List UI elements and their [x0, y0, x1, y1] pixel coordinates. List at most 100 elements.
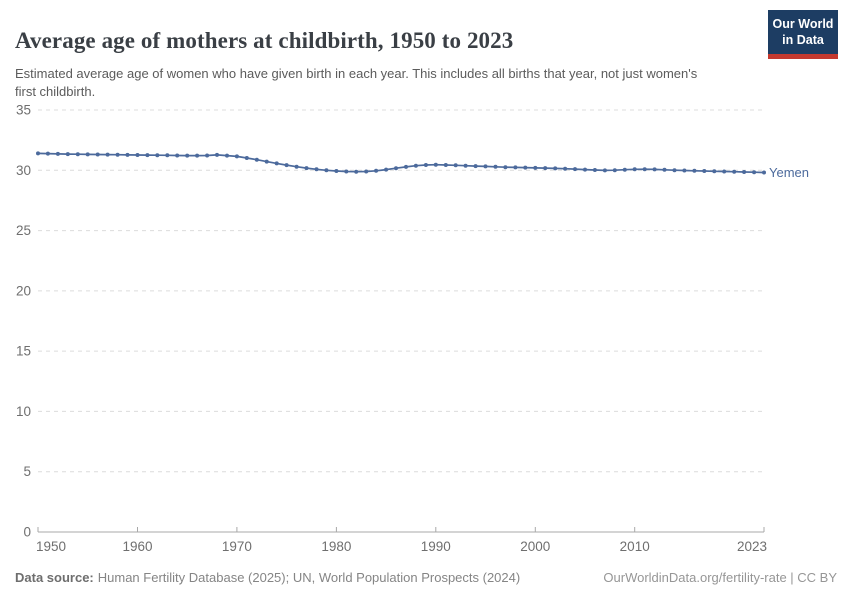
owid-logo[interactable]: Our World in Data	[768, 10, 838, 59]
data-point[interactable]	[45, 151, 50, 156]
data-point[interactable]	[225, 153, 229, 158]
data-point[interactable]	[583, 167, 587, 172]
data-point[interactable]	[244, 156, 249, 160]
data-point[interactable]	[264, 159, 269, 164]
data-point[interactable]	[364, 169, 369, 174]
x-tick-label: 1970	[222, 539, 252, 554]
x-tick-label: 1960	[122, 539, 152, 554]
data-point[interactable]	[433, 162, 438, 167]
data-point[interactable]	[145, 153, 150, 158]
y-tick-label: 20	[16, 283, 31, 298]
y-tick-label: 10	[16, 404, 31, 419]
data-point[interactable]	[573, 167, 577, 172]
data-source-label: Data source:	[15, 570, 94, 585]
data-point[interactable]	[563, 166, 568, 171]
data-point[interactable]	[483, 164, 488, 169]
data-point[interactable]	[543, 166, 548, 171]
data-point[interactable]	[304, 166, 309, 171]
data-point[interactable]	[404, 164, 408, 169]
data-point[interactable]	[632, 167, 637, 172]
data-point[interactable]	[702, 169, 707, 173]
series-end-label-yemen[interactable]: Yemen	[769, 164, 809, 180]
data-point[interactable]	[612, 168, 617, 173]
data-point[interactable]	[384, 167, 389, 172]
data-point[interactable]	[513, 165, 518, 170]
data-point[interactable]	[354, 169, 359, 174]
data-point[interactable]	[752, 170, 757, 175]
data-point[interactable]	[453, 163, 458, 168]
data-point[interactable]	[175, 153, 180, 158]
data-point[interactable]	[65, 152, 70, 157]
owid-url-license[interactable]: OurWorldinData.org/fertility-rate | CC B…	[603, 570, 837, 585]
y-tick-label: 0	[23, 525, 31, 540]
data-point[interactable]	[602, 168, 607, 173]
data-point[interactable]	[205, 153, 210, 158]
data-source-note: Data source: Human Fertility Database (20…	[15, 570, 520, 585]
data-point[interactable]	[732, 169, 737, 174]
data-point[interactable]	[95, 152, 100, 157]
data-point[interactable]	[254, 157, 259, 162]
data-point[interactable]	[185, 153, 190, 158]
data-point[interactable]	[712, 169, 717, 174]
x-tick-label: 1980	[321, 539, 351, 554]
data-point[interactable]	[55, 151, 60, 156]
data-point[interactable]	[553, 166, 558, 171]
data-point[interactable]	[284, 163, 289, 168]
data-point[interactable]	[125, 152, 130, 157]
data-point[interactable]	[622, 167, 627, 172]
data-point[interactable]	[274, 161, 279, 166]
y-tick-label: 35	[16, 103, 31, 118]
data-point[interactable]	[115, 152, 120, 157]
data-point[interactable]	[334, 169, 339, 173]
data-point[interactable]	[652, 167, 657, 172]
data-point[interactable]	[75, 152, 80, 157]
x-tick-label: 2010	[620, 539, 650, 554]
data-point[interactable]	[642, 167, 647, 172]
data-point[interactable]	[523, 165, 528, 170]
data-point[interactable]	[85, 152, 90, 157]
data-point[interactable]	[324, 168, 329, 173]
y-tick-label: 15	[16, 344, 31, 359]
data-point[interactable]	[722, 169, 727, 174]
data-point[interactable]	[165, 153, 170, 158]
data-point[interactable]	[493, 164, 498, 169]
data-point[interactable]	[344, 169, 349, 174]
data-point[interactable]	[423, 163, 428, 167]
data-point[interactable]	[662, 167, 667, 172]
page-title: Average age of mothers at childbirth, 19…	[15, 28, 514, 54]
data-point[interactable]	[155, 153, 160, 158]
owid-logo-text-line2: in Data	[782, 33, 824, 48]
data-point[interactable]	[692, 168, 697, 173]
data-point[interactable]	[394, 166, 398, 171]
data-point[interactable]	[762, 170, 766, 175]
y-tick-label: 25	[16, 223, 31, 238]
data-point[interactable]	[533, 165, 538, 170]
x-tick-label: 2000	[520, 539, 550, 554]
x-tick-label: 1950	[36, 539, 66, 554]
data-point[interactable]	[215, 152, 219, 157]
owid-logo-text-line1: Our World	[772, 17, 834, 31]
data-point[interactable]	[36, 151, 40, 156]
data-point[interactable]	[682, 168, 687, 173]
y-tick-label: 5	[23, 464, 31, 479]
data-point[interactable]	[314, 167, 319, 172]
data-point[interactable]	[234, 154, 239, 159]
data-point[interactable]	[473, 164, 478, 169]
x-tick-label: 2023	[737, 539, 767, 554]
data-point[interactable]	[135, 153, 140, 157]
chart-subtitle: Estimated average age of women who have …	[15, 66, 698, 100]
data-source-text: Human Fertility Database (2025); UN, Wor…	[97, 570, 521, 585]
data-point[interactable]	[443, 163, 448, 167]
data-point[interactable]	[195, 153, 200, 158]
data-point[interactable]	[374, 168, 379, 173]
data-point[interactable]	[672, 168, 677, 173]
data-point[interactable]	[294, 164, 299, 169]
data-point[interactable]	[742, 170, 747, 174]
data-point[interactable]	[413, 163, 418, 168]
data-point[interactable]	[105, 152, 110, 157]
data-point[interactable]	[503, 165, 508, 170]
data-point[interactable]	[463, 163, 468, 168]
data-point[interactable]	[592, 168, 597, 172]
